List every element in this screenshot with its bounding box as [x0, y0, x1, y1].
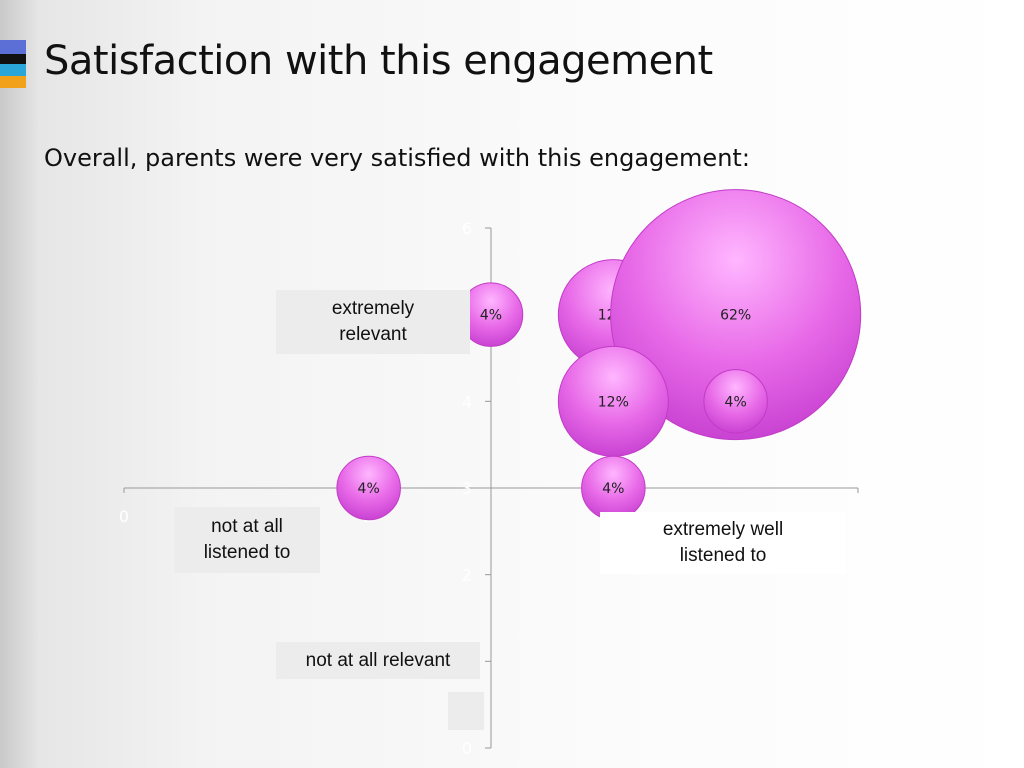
bubble-data-label: 4%: [602, 481, 624, 497]
annotation-extremely-well-listened: extremely well listened to: [600, 512, 846, 574]
accent-stripe-orange: [0, 76, 26, 88]
slide-subtitle: Overall, parents were very satisfied wit…: [44, 144, 750, 172]
annotation-extremely-well-listened-text: extremely well listened to: [662, 519, 784, 566]
bubble-data-label: 4%: [725, 394, 747, 410]
x-tick-label: 0: [119, 507, 129, 526]
annotation-extremely-relevant: extremely relevant: [276, 290, 470, 354]
annotation-not-at-all-listened-text: not at all listened to: [203, 516, 291, 563]
bubble-data-label: 4%: [358, 481, 380, 497]
slide-title: Satisfaction with this engagement: [44, 38, 713, 84]
title-accent-bar: [0, 40, 26, 88]
y-tick-label: 2: [462, 566, 472, 585]
bubble-data-label: 62%: [720, 308, 751, 324]
accent-stripe-black: [0, 54, 26, 64]
y-tick-label: 4: [462, 392, 472, 411]
accent-stripe-blue: [0, 40, 26, 54]
bubble-point: [336, 455, 401, 521]
annotation-extremely-relevant-text: extremely relevant: [331, 298, 415, 345]
bubble-data-label: 12%: [598, 394, 629, 410]
annotation-not-at-all-relevant: not at all relevant: [276, 642, 480, 679]
annotation-not-at-all-listened: not at all listened to: [174, 507, 320, 573]
y-tick-label: 0: [462, 739, 472, 758]
bubble-point: [703, 369, 768, 434]
y-tick-label: 3: [462, 479, 472, 498]
y-tick-label: 6: [462, 219, 472, 238]
accent-stripe-cyan: [0, 64, 26, 76]
annotation-not-at-all-relevant-text: not at all relevant: [305, 649, 451, 671]
bubble-point: [610, 189, 862, 441]
empty-label-box: [448, 692, 484, 730]
bubble-data-label: 4%: [480, 308, 502, 324]
